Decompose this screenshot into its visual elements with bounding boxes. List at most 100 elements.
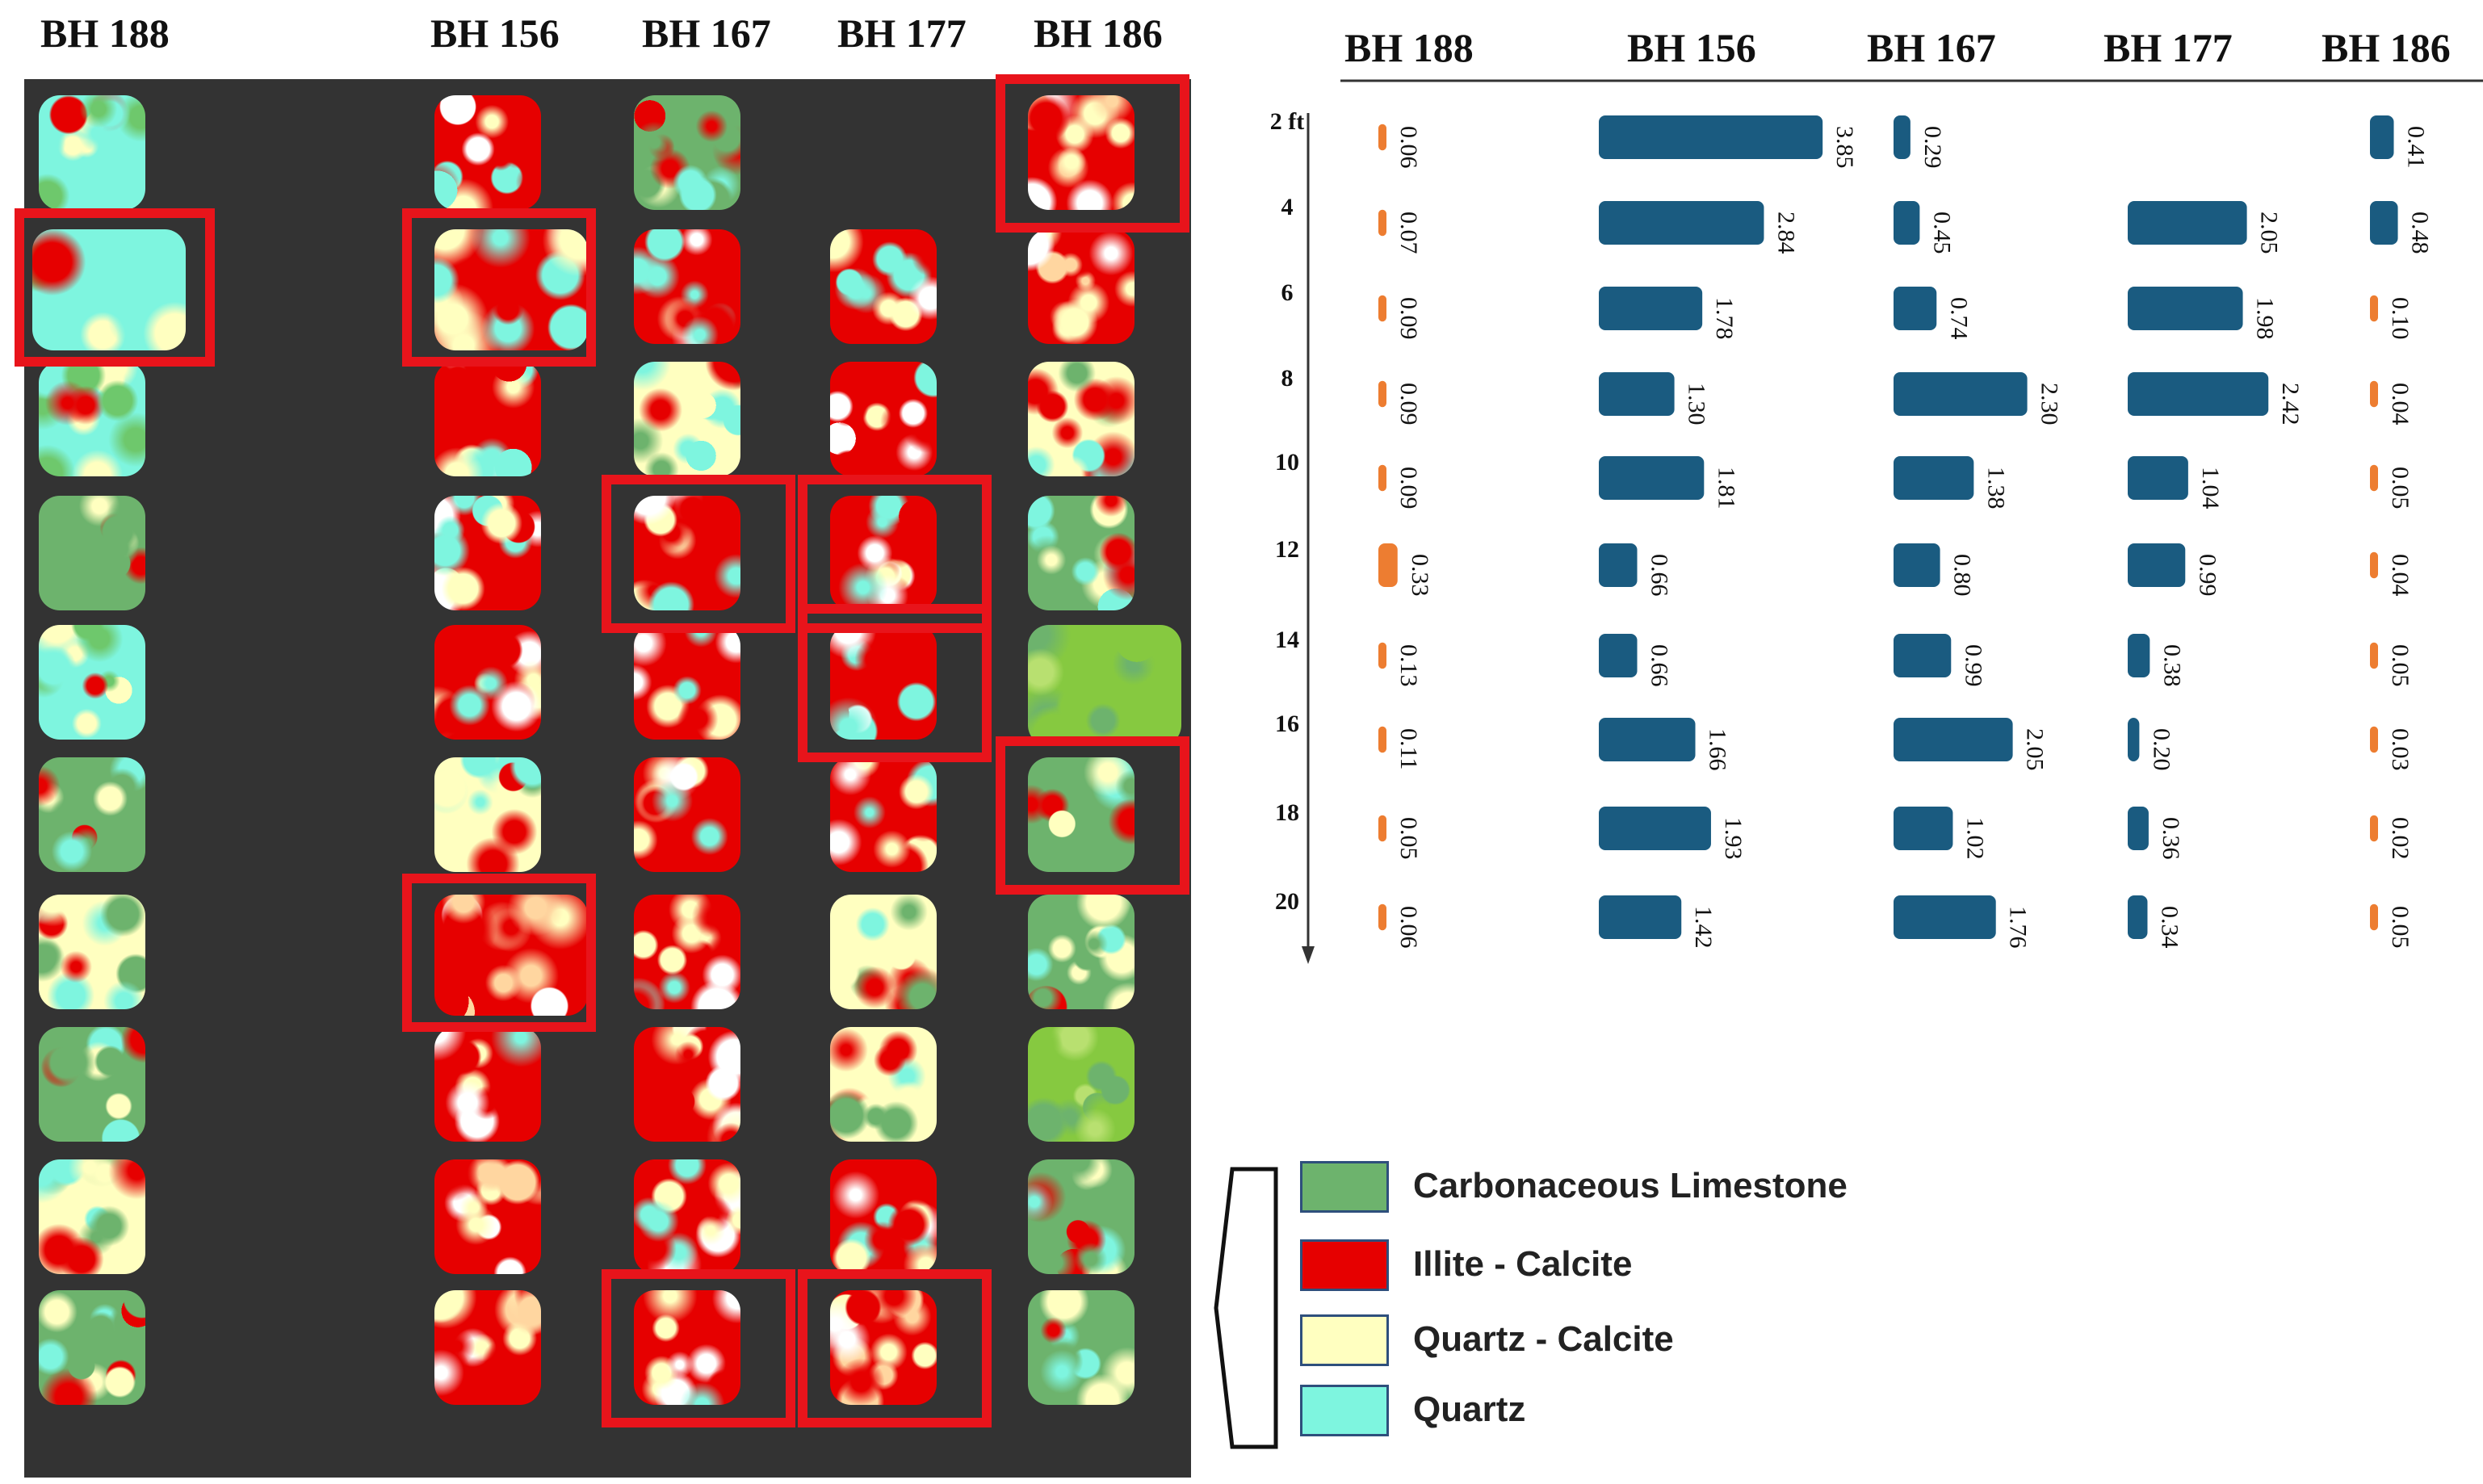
bar-label: 0.02 [2387,817,2414,860]
bar-label: 0.03 [2387,728,2414,771]
bar-label: 1.66 [1705,728,1731,771]
sample-bh177-4 [830,625,937,740]
bar-bh177-6 [2128,634,2150,677]
bar-bh186-3 [2370,380,2378,408]
bar-label: 0.99 [2194,554,2221,597]
legend-swatch [1300,1161,1389,1213]
bar-label: 0.05 [2387,467,2414,509]
bar-label: 2.84 [1772,212,1799,254]
sample-bh167-7 [634,1027,740,1142]
bar-bh167-0 [1894,115,1910,159]
bar-label: 0.04 [2387,554,2414,597]
bar-label: 1.02 [1961,817,1988,860]
highlight-box [996,736,1189,895]
bar-bh156-6 [1599,634,1638,677]
sample-bh167-5 [634,757,740,872]
mosaic-header-bh156: BH 156 [430,10,560,56]
bar-label: 0.05 [2387,644,2414,687]
bar-bh177-4 [2128,456,2188,500]
bar-label: 2.42 [2277,383,2304,425]
sample-bh188-2 [39,362,145,476]
mosaic-header-bh186: BH 186 [1034,10,1163,56]
bar-label: 3.85 [1831,126,1858,169]
bar-bh177-9 [2128,895,2148,939]
bar-label: 2.30 [2036,383,2063,425]
bar-bh156-0 [1599,115,1823,159]
sample-bh188-0 [39,95,145,210]
bar-bh177-1 [2128,201,2247,245]
bar-bh188-7 [1378,726,1386,753]
bar-label: 1.04 [2197,467,2224,509]
bar-label: 0.99 [1960,644,1986,687]
bar-bh167-8 [1894,807,1953,850]
bar-bh156-4 [1599,456,1705,500]
chart-header-bh156: BH 156 [1627,25,1756,70]
depth-tick-label: 20 [1275,888,1299,915]
sample-bh156-1 [434,229,588,350]
legend-label: Carbonaceous Limestone [1413,1166,1848,1205]
chart-header-bh177: BH 177 [2103,25,2233,70]
mineral-map-panel [15,74,1191,1478]
bar-bh188-0 [1378,124,1386,151]
bar-bh188-1 [1378,209,1386,237]
sample-bh177-2 [830,362,937,476]
bar-bh167-7 [1894,718,2013,761]
sample-bh167-4 [634,625,740,740]
depth-tick-label: 12 [1275,536,1299,563]
sample-bh177-3 [830,496,937,610]
bar-label: 0.34 [2156,906,2183,949]
bar-label: 1.38 [1982,467,2009,509]
depth-tick-label: 16 [1275,711,1299,737]
sample-bh186-9 [1028,1290,1135,1405]
sample-bh156-9 [434,1290,541,1405]
bar-label: 1.78 [1711,297,1738,340]
highlight-box [402,874,596,1032]
bar-bh186-0 [2370,115,2394,159]
sample-bh167-9 [634,1290,740,1405]
sample-bh156-2 [434,362,541,476]
bar-bh188-9 [1378,903,1386,931]
legend-swatch [1300,1314,1389,1366]
sample-bh177-6 [830,895,937,1009]
bar-bh177-8 [2128,807,2149,850]
bar-bh186-5 [2370,551,2378,579]
legend: Carbonaceous Limestone Illite - Calcite … [1211,1147,1938,1469]
highlight-box [798,475,992,633]
bar-label: 0.33 [1407,554,1433,597]
sample-bh188-5 [39,757,145,872]
bar-bh188-8 [1378,815,1386,842]
sample-bh186-1 [1028,229,1135,344]
bar-bh186-7 [2370,726,2378,753]
bar-label: 0.11 [1395,728,1422,769]
legend-swatch [1300,1385,1389,1436]
sample-bh156-3 [434,496,541,610]
bar-bh177-7 [2128,718,2140,761]
bar-bh186-8 [2370,815,2378,842]
bar-bh177-3 [2128,372,2269,416]
bar-bh167-6 [1894,634,1952,677]
bar-bh167-4 [1894,456,1974,500]
sample-bh167-2 [634,362,740,476]
bar-bh186-4 [2370,464,2378,492]
sample-bh186-7 [1028,1027,1135,1142]
axis-arrow-icon [1302,946,1315,964]
sample-bh188-6 [39,895,145,1009]
mosaic-header-bh177: BH 177 [837,10,967,56]
bar-label: 0.07 [1395,212,1422,254]
sample-bh186-0 [1028,95,1135,210]
bar-bh156-2 [1599,287,1703,330]
sample-bh156-7 [434,1027,541,1142]
sample-bh167-6 [634,895,740,1009]
bar-label: 0.13 [1395,644,1422,687]
highlight-box [15,208,215,367]
bar-bh177-5 [2128,543,2186,587]
sample-bh188-1 [32,229,186,350]
depth-bar-chart: BH 188 BH 156 BH 167 BH 177 BH 186 2 ft 4 6 8 10 1… [1270,25,2483,964]
bar-label: 0.41 [2403,126,2430,169]
depth-tick-label: 8 [1281,365,1294,392]
depth-tick-label: 4 [1281,194,1294,220]
bar-label: 2.05 [2256,212,2283,254]
bar-label: 0.20 [2148,728,2175,771]
highlight-box [402,208,596,367]
bar-label: 0.09 [1395,297,1422,340]
